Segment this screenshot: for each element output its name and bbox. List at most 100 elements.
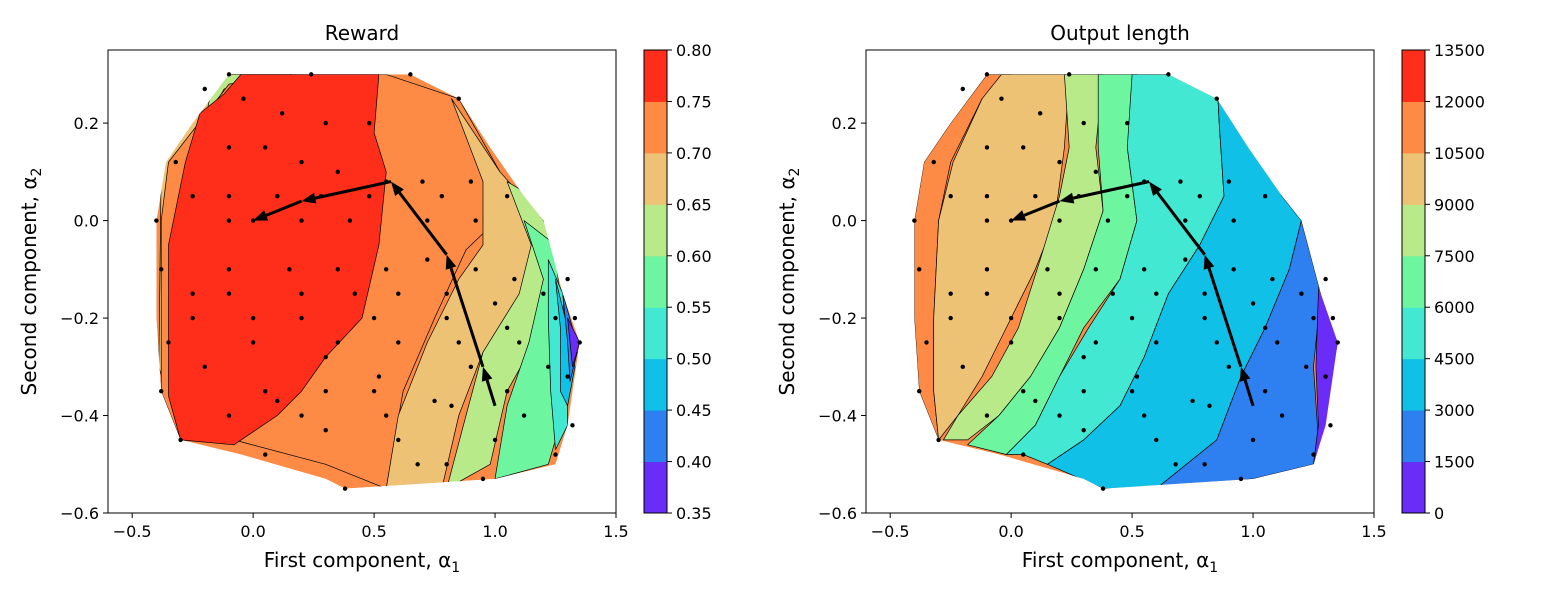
sample-point (178, 437, 183, 443)
sample-point (521, 413, 527, 418)
sample-point (202, 86, 207, 92)
colorbar-tick-label: 0.75 (676, 92, 712, 111)
sample-point (323, 388, 328, 394)
sample-point (275, 194, 280, 199)
sample-point (1154, 340, 1159, 345)
colorbar-band (1402, 152, 1425, 205)
sample-point (1330, 315, 1336, 321)
sample-point (1154, 291, 1159, 296)
sample-point (1238, 476, 1244, 482)
sample-point (1110, 291, 1115, 296)
sample-point (1262, 388, 1268, 394)
sample-point (1021, 145, 1026, 150)
sample-point (1057, 413, 1062, 418)
y-tick-label: 0.2 (74, 114, 99, 133)
sample-point (449, 403, 454, 408)
sample-point (323, 120, 328, 126)
sample-point (263, 388, 268, 394)
contour-band-1 (1155, 98, 1322, 489)
colorbar-tick-label: 0.50 (676, 350, 712, 369)
sample-point (287, 267, 292, 272)
colorbar-band (1402, 307, 1425, 360)
sample-point (415, 462, 420, 467)
sample-point (1202, 462, 1207, 467)
sample-point (1021, 388, 1026, 394)
colorbar-tick-label: 0.80 (676, 41, 712, 60)
sample-point (376, 374, 382, 379)
sample-point (553, 452, 558, 457)
sample-point (279, 111, 285, 116)
trajectory-arrow (265, 199, 303, 217)
sample-point (263, 145, 268, 150)
sample-point (1067, 72, 1072, 77)
sample-point (984, 72, 990, 77)
sample-point (577, 340, 582, 345)
sample-point (190, 194, 195, 199)
sample-point (154, 218, 159, 223)
colorbar-tick-label: 1500 (1434, 453, 1475, 472)
sample-point (1262, 194, 1268, 199)
colorbar-band (644, 101, 667, 154)
sample-point (1093, 340, 1099, 345)
sample-point (371, 315, 377, 321)
y-tick-label: −0.2 (60, 309, 99, 328)
sample-point (159, 267, 164, 272)
sample-point (1166, 72, 1171, 77)
sample-point (1125, 120, 1130, 126)
sample-point (352, 291, 357, 296)
sample-point (263, 452, 268, 457)
sample-point (1183, 257, 1188, 262)
colorbar-band (644, 307, 667, 360)
sample-point (226, 267, 232, 272)
colorbar-band (644, 50, 667, 102)
sample-point (1105, 218, 1111, 223)
sample-point (984, 291, 990, 296)
sample-point (1226, 179, 1232, 184)
colorbar-band (644, 410, 667, 463)
sample-point (367, 120, 372, 126)
sample-point (299, 291, 304, 296)
sample-point (1323, 276, 1328, 282)
colorbar-tick-label: 0.40 (676, 453, 712, 472)
sample-point (1045, 267, 1050, 272)
sample-point (1299, 291, 1304, 296)
sample-point (1231, 267, 1236, 272)
sample-point (1008, 315, 1014, 321)
sample-point (444, 291, 449, 296)
sample-point (173, 159, 178, 165)
sample-point (492, 437, 498, 443)
sample-point (347, 218, 353, 223)
sample-point (420, 179, 425, 184)
x-tick-label: 1.0 (1240, 522, 1265, 541)
sample-point (190, 291, 195, 296)
trajectory-arrow (314, 180, 392, 200)
colorbar-band (644, 461, 667, 514)
sample-point (960, 364, 965, 369)
sample-point (960, 86, 965, 92)
sample-point (1214, 340, 1219, 345)
x-tick-label: 0.0 (998, 522, 1023, 541)
sample-point (1190, 398, 1195, 404)
sample-point (456, 340, 461, 345)
y-tick-label: 0.2 (832, 114, 857, 133)
sample-point (1304, 364, 1309, 369)
sample-point (1226, 364, 1232, 369)
sample-point (1021, 452, 1026, 457)
sample-point (226, 218, 232, 223)
sample-point (1057, 315, 1062, 321)
sample-point (1134, 374, 1140, 379)
sample-point (1129, 388, 1135, 394)
colorbar-tick-label: 0.55 (676, 298, 712, 317)
sample-point (241, 96, 246, 101)
sample-point (1178, 179, 1183, 184)
sample-point (425, 218, 430, 223)
y-tick-label: 0.0 (832, 212, 857, 231)
sample-point (565, 374, 570, 379)
sample-point (1141, 267, 1147, 272)
sample-point (1033, 398, 1038, 404)
sample-point (492, 301, 498, 306)
y-tick-label: −0.2 (818, 309, 857, 328)
sample-point (299, 159, 304, 165)
trajectory-arrowhead (1203, 254, 1215, 270)
sample-point (1141, 413, 1147, 418)
